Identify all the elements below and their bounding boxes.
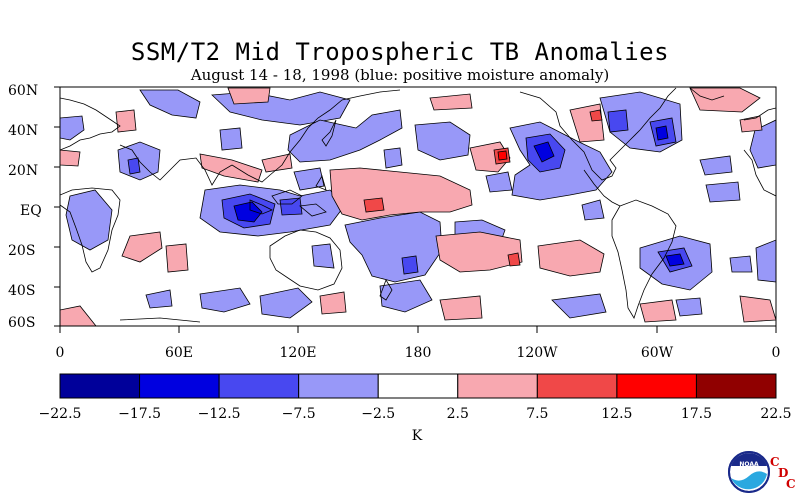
- anomaly-region: [485, 171, 513, 193]
- colorbar-tick-label: −17.5: [118, 406, 161, 422]
- colorbar-swatch: [457, 373, 538, 399]
- anomaly-region: [139, 89, 201, 119]
- anomaly-region: [293, 167, 325, 191]
- anomaly-region: [115, 109, 137, 133]
- colorbar-swatch: [59, 373, 141, 399]
- anomaly-region: [589, 109, 603, 122]
- lon-label-0: 0: [55, 345, 65, 361]
- anomaly-region: [581, 199, 605, 221]
- anomaly-region: [665, 253, 685, 267]
- anomaly-region: [607, 109, 629, 133]
- anomaly-region: [60, 305, 97, 326]
- cdc-letter-c1: C: [770, 455, 780, 469]
- colorbar-tick-label: 22.5: [760, 406, 792, 422]
- anomaly-region: [533, 141, 555, 163]
- lon-ticks: [59, 326, 777, 333]
- colorbar-tick-label: 17.5: [680, 406, 713, 422]
- anomaly-region: [551, 293, 607, 319]
- anomaly-region: [219, 127, 243, 151]
- anomaly-region: [755, 239, 776, 283]
- colorbar-swatch: [616, 373, 697, 399]
- colorbar-tick-label: 12.5: [601, 406, 633, 422]
- anomaly-region: [199, 287, 251, 313]
- anomaly-region: [507, 252, 521, 267]
- colorbar-tick-label: −12.5: [197, 406, 241, 422]
- lat-label-40s: 40S: [8, 283, 36, 299]
- colorbar-swatch: [695, 373, 777, 399]
- anomaly-region: [127, 157, 141, 175]
- anomaly-region: [287, 109, 403, 163]
- colorbar-swatch: [139, 373, 220, 399]
- anomaly-region: [537, 239, 605, 277]
- lat-label-40n: 40N: [8, 123, 39, 139]
- anomaly-region: [435, 231, 523, 273]
- lon-label-180: 180: [404, 345, 432, 361]
- anomaly-region: [65, 189, 113, 251]
- anomaly-region: [319, 291, 347, 315]
- anomaly-region: [655, 125, 669, 141]
- anomaly-region: [227, 87, 271, 105]
- lat-ticks: [54, 86, 60, 327]
- anomaly-region: [145, 289, 173, 309]
- colorbar-swatch: [298, 373, 379, 399]
- anomaly-region: [401, 255, 419, 275]
- anomaly-region: [233, 201, 263, 223]
- anomaly-region: [675, 297, 703, 317]
- cdc-letter-c2: C: [786, 477, 796, 491]
- anomaly-region: [429, 93, 473, 111]
- lat-label-20s: 20S: [8, 243, 36, 259]
- cdc-letter-d: D: [778, 466, 789, 480]
- lat-label-eq: EQ: [20, 203, 42, 219]
- anomaly-region: [261, 153, 293, 173]
- noaa-logo: [728, 451, 770, 493]
- anomaly-region: [439, 295, 483, 321]
- anomaly-region: [729, 255, 753, 273]
- anomaly-region: [705, 181, 741, 203]
- colorbar-tick-label: 2.5: [446, 406, 469, 422]
- anomaly-region: [60, 149, 81, 167]
- anomaly-region: [414, 121, 471, 161]
- lat-label-20n: 20N: [8, 163, 39, 179]
- colorbar-tick-label: −7.5: [281, 406, 316, 422]
- colorbar: [59, 373, 777, 399]
- lon-label-0-right: 0: [771, 345, 781, 361]
- anomaly-region: [363, 197, 385, 213]
- anomaly-region: [165, 243, 189, 273]
- map-title: SSM/T2 Mid Tropospheric TB Anomalies: [130, 38, 670, 66]
- lon-label-120w: 120W: [516, 345, 558, 361]
- anomaly-field: [60, 87, 776, 326]
- lon-label-60w: 60W: [640, 345, 674, 361]
- anomaly-region: [279, 197, 303, 216]
- anomaly-region: [60, 115, 85, 141]
- colorbar-swatch: [377, 373, 459, 399]
- colorbar-unit: K: [411, 428, 423, 444]
- anomaly-region: [689, 87, 761, 113]
- anomaly-region: [311, 243, 335, 269]
- colorbar-tick-label: −22.5: [38, 406, 82, 422]
- anomaly-region: [383, 147, 403, 169]
- anomaly-region: [497, 150, 508, 161]
- lat-label-60s: 60S: [8, 315, 36, 331]
- map-subtitle: August 14 - 18, 1998 (blue: positive moi…: [190, 66, 610, 84]
- colorbar-tick-label: 7.5: [526, 406, 549, 422]
- colorbar-tick-label: −2.5: [361, 406, 396, 422]
- coastlines: [60, 87, 776, 323]
- anomaly-region: [379, 279, 433, 313]
- noaa-logo-text: NOAA: [739, 461, 759, 468]
- anomaly-region: [344, 211, 443, 283]
- anomaly-region: [199, 153, 263, 183]
- anomaly-region: [639, 299, 677, 323]
- colorbar-swatch: [536, 373, 618, 399]
- lat-label-60n: 60N: [8, 83, 39, 99]
- colorbar-swatch: [218, 373, 300, 399]
- lon-label-120e: 120E: [279, 345, 317, 361]
- anomaly-region: [749, 119, 776, 169]
- anomaly-region: [121, 231, 163, 263]
- lon-label-60e: 60E: [164, 345, 194, 361]
- anomaly-region: [739, 295, 776, 323]
- anomaly-region: [259, 287, 313, 319]
- anomaly-region: [699, 155, 733, 176]
